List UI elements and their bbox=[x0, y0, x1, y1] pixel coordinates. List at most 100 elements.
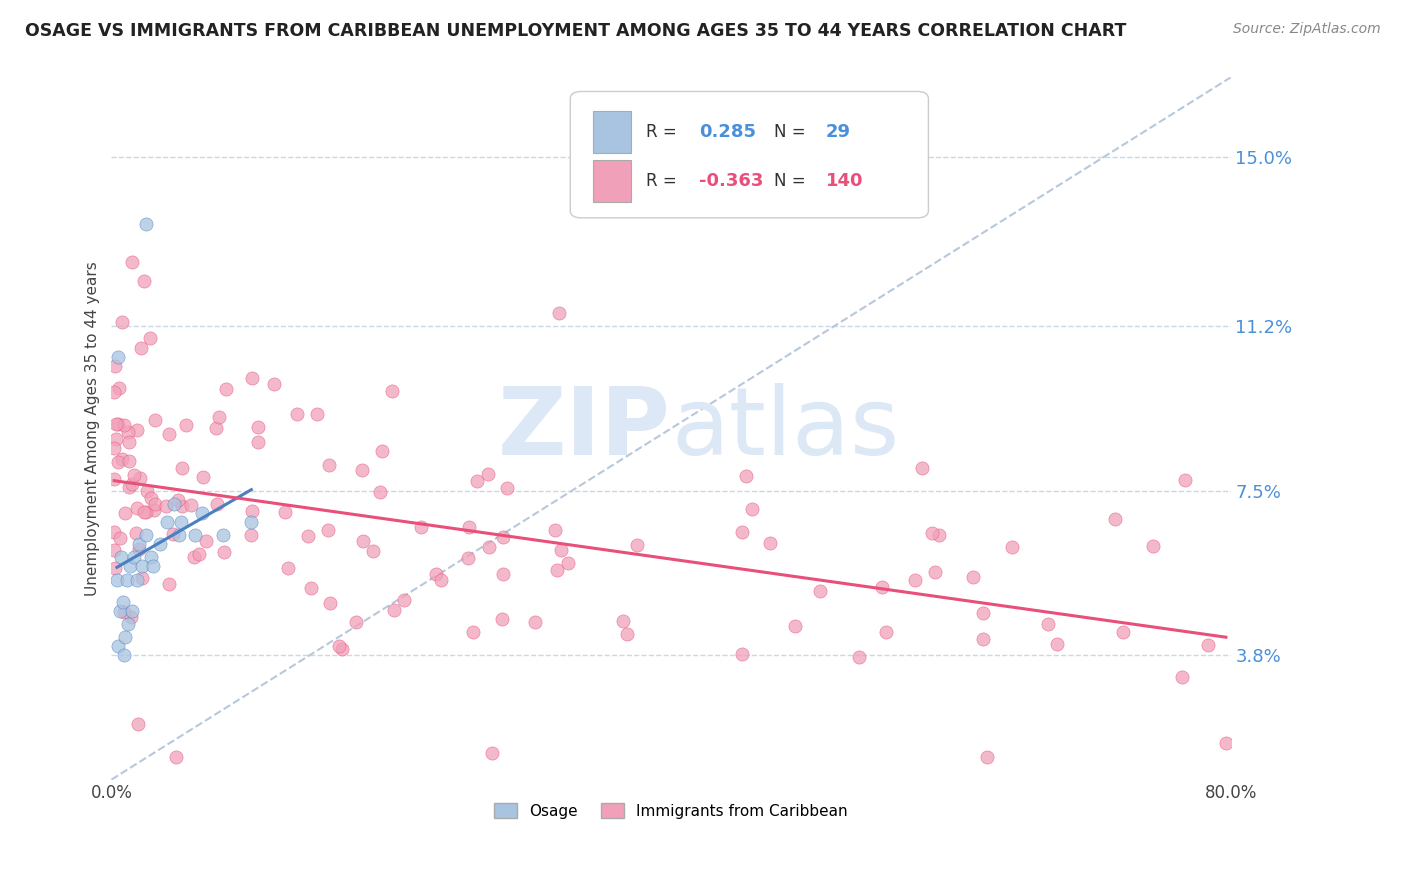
Point bbox=[491, 612, 513, 626]
Point bbox=[112, 605, 135, 619]
Point bbox=[172, 499, 194, 513]
Point bbox=[115, 573, 138, 587]
Text: OSAGE VS IMMIGRANTS FROM CARIBBEAN UNEMPLOYMENT AMONG AGES 35 TO 44 YEARS CORREL: OSAGE VS IMMIGRANTS FROM CARIBBEAN UNEMP… bbox=[25, 22, 1126, 40]
Text: 0.285: 0.285 bbox=[699, 123, 756, 141]
Point bbox=[107, 417, 129, 431]
Point bbox=[107, 455, 129, 469]
Point bbox=[134, 505, 156, 519]
Point bbox=[117, 435, 139, 450]
Point bbox=[136, 483, 159, 498]
Point bbox=[481, 746, 503, 760]
Point bbox=[543, 523, 565, 537]
Point bbox=[157, 576, 180, 591]
Point bbox=[328, 639, 350, 653]
Text: atlas: atlas bbox=[671, 383, 900, 475]
Point bbox=[104, 561, 127, 575]
Point bbox=[409, 520, 432, 534]
Point bbox=[103, 384, 125, 399]
Point bbox=[976, 750, 998, 764]
Point bbox=[134, 274, 156, 288]
Point bbox=[120, 609, 142, 624]
Point bbox=[247, 419, 270, 434]
Point bbox=[112, 417, 135, 432]
Point bbox=[212, 545, 235, 559]
Point bbox=[734, 469, 756, 483]
Point bbox=[305, 407, 328, 421]
Point bbox=[1197, 638, 1219, 652]
Point bbox=[129, 471, 152, 485]
Point bbox=[344, 615, 367, 629]
Point bbox=[170, 461, 193, 475]
Point bbox=[1215, 736, 1237, 750]
Point bbox=[167, 528, 190, 542]
Point bbox=[1142, 540, 1164, 554]
Point bbox=[163, 497, 186, 511]
Point bbox=[165, 750, 187, 764]
Point bbox=[105, 433, 128, 447]
Text: -0.363: -0.363 bbox=[699, 172, 763, 190]
Point bbox=[240, 528, 263, 542]
Point bbox=[616, 627, 638, 641]
Point bbox=[875, 625, 897, 640]
Point bbox=[141, 491, 163, 506]
Point bbox=[139, 331, 162, 345]
Point bbox=[524, 615, 547, 629]
Point bbox=[122, 468, 145, 483]
Point bbox=[193, 469, 215, 483]
Point bbox=[103, 471, 125, 485]
Point bbox=[111, 315, 134, 329]
Point bbox=[111, 595, 134, 609]
Point bbox=[110, 550, 132, 565]
Point bbox=[546, 563, 568, 577]
Point bbox=[184, 528, 207, 542]
Point bbox=[382, 603, 405, 617]
Point bbox=[111, 451, 134, 466]
Y-axis label: Unemployment Among Ages 35 to 44 years: Unemployment Among Ages 35 to 44 years bbox=[86, 261, 100, 596]
Point bbox=[1170, 670, 1192, 684]
Point bbox=[135, 217, 157, 231]
Point bbox=[247, 434, 270, 449]
Point bbox=[143, 497, 166, 511]
Point bbox=[118, 559, 141, 574]
Point bbox=[870, 580, 893, 594]
Point bbox=[112, 648, 135, 662]
Point bbox=[118, 454, 141, 468]
Point bbox=[108, 381, 131, 395]
Point bbox=[496, 481, 519, 495]
Point bbox=[911, 460, 934, 475]
Point bbox=[612, 615, 634, 629]
Point bbox=[240, 504, 263, 518]
Point bbox=[118, 481, 141, 495]
Point bbox=[174, 417, 197, 432]
Point bbox=[157, 426, 180, 441]
Text: R =: R = bbox=[647, 123, 678, 141]
Point bbox=[139, 550, 162, 565]
Point bbox=[142, 559, 165, 574]
Point bbox=[273, 505, 295, 519]
Point bbox=[1174, 473, 1197, 487]
Point bbox=[461, 624, 484, 639]
Point bbox=[117, 425, 139, 439]
Text: N =: N = bbox=[773, 172, 806, 190]
Point bbox=[1112, 624, 1135, 639]
Point bbox=[319, 596, 342, 610]
Point bbox=[741, 501, 763, 516]
Point bbox=[212, 528, 235, 542]
Point bbox=[107, 640, 129, 654]
Point bbox=[121, 476, 143, 491]
Point bbox=[117, 617, 139, 632]
Point bbox=[188, 547, 211, 561]
Point bbox=[759, 536, 782, 550]
Point bbox=[121, 255, 143, 269]
Point bbox=[105, 573, 128, 587]
Point bbox=[277, 560, 299, 574]
Point bbox=[352, 534, 374, 549]
Point bbox=[848, 650, 870, 665]
Point bbox=[128, 537, 150, 551]
Point bbox=[492, 530, 515, 544]
Point bbox=[170, 515, 193, 529]
Point bbox=[114, 631, 136, 645]
Point bbox=[478, 540, 501, 554]
Point bbox=[128, 541, 150, 556]
Point bbox=[104, 417, 127, 431]
